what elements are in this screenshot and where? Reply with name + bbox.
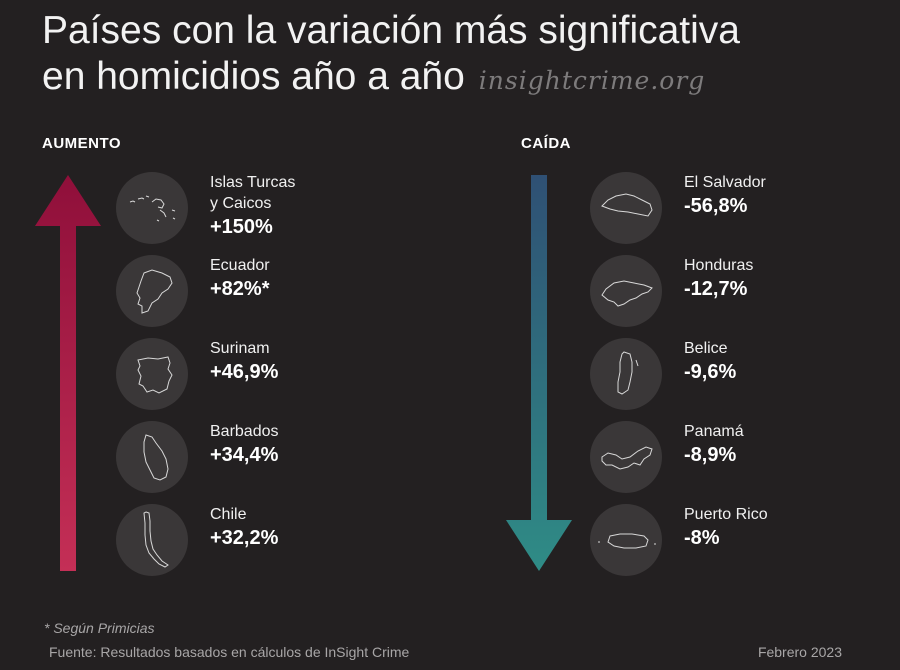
panama-map-icon [590,421,662,493]
country-name: Islas Turcas y Caicos [210,174,296,212]
percent-change: -56,8% [684,195,748,217]
percent-change: +34,4% [210,444,279,466]
title-line-1: Países con la variación más significativ… [42,9,740,52]
country-name: Barbados [210,423,279,440]
suriname-map-icon [116,338,188,410]
ecuador-map-icon [116,255,188,327]
decrease-label: CAÍDA [521,135,571,152]
percent-change: +32,2% [210,527,279,549]
country-name: Surinam [210,340,270,357]
footnote: * Según Primicias [44,620,155,636]
puerto-rico-map-icon [590,504,662,576]
country-name: Chile [210,506,247,523]
percent-change: +150% [210,216,273,238]
brand-url: insightcrime.org [478,66,706,95]
chile-map-icon [116,504,188,576]
honduras-map-icon [590,255,662,327]
barbados-map-icon [116,421,188,493]
increase-label: AUMENTO [42,135,122,152]
percent-change: -8% [684,527,720,549]
country-name: Puerto Rico [684,506,768,523]
country-name: Panamá [684,423,744,440]
title-line-2: en homicidios año a año [42,55,465,98]
source-note: Fuente: Resultados basados en cálculos d… [49,644,410,660]
percent-change: +46,9% [210,361,279,383]
turks-caicos-map-icon [116,172,188,244]
percent-change: -9,6% [684,361,737,383]
page-title: Países con la variación más significativ… [42,8,882,104]
percent-change: -8,9% [684,444,737,466]
percent-change: -12,7% [684,278,748,300]
country-name: Belice [684,340,728,357]
el-salvador-map-icon [590,172,662,244]
country-name: Ecuador [210,257,270,274]
belize-map-icon [590,338,662,410]
increase-arrow [35,175,101,571]
country-name: El Salvador [684,174,766,191]
date-label: Febrero 2023 [757,644,842,660]
percent-change: +82%* [210,278,270,300]
country-name: Honduras [684,257,754,274]
decrease-arrow [506,175,572,571]
